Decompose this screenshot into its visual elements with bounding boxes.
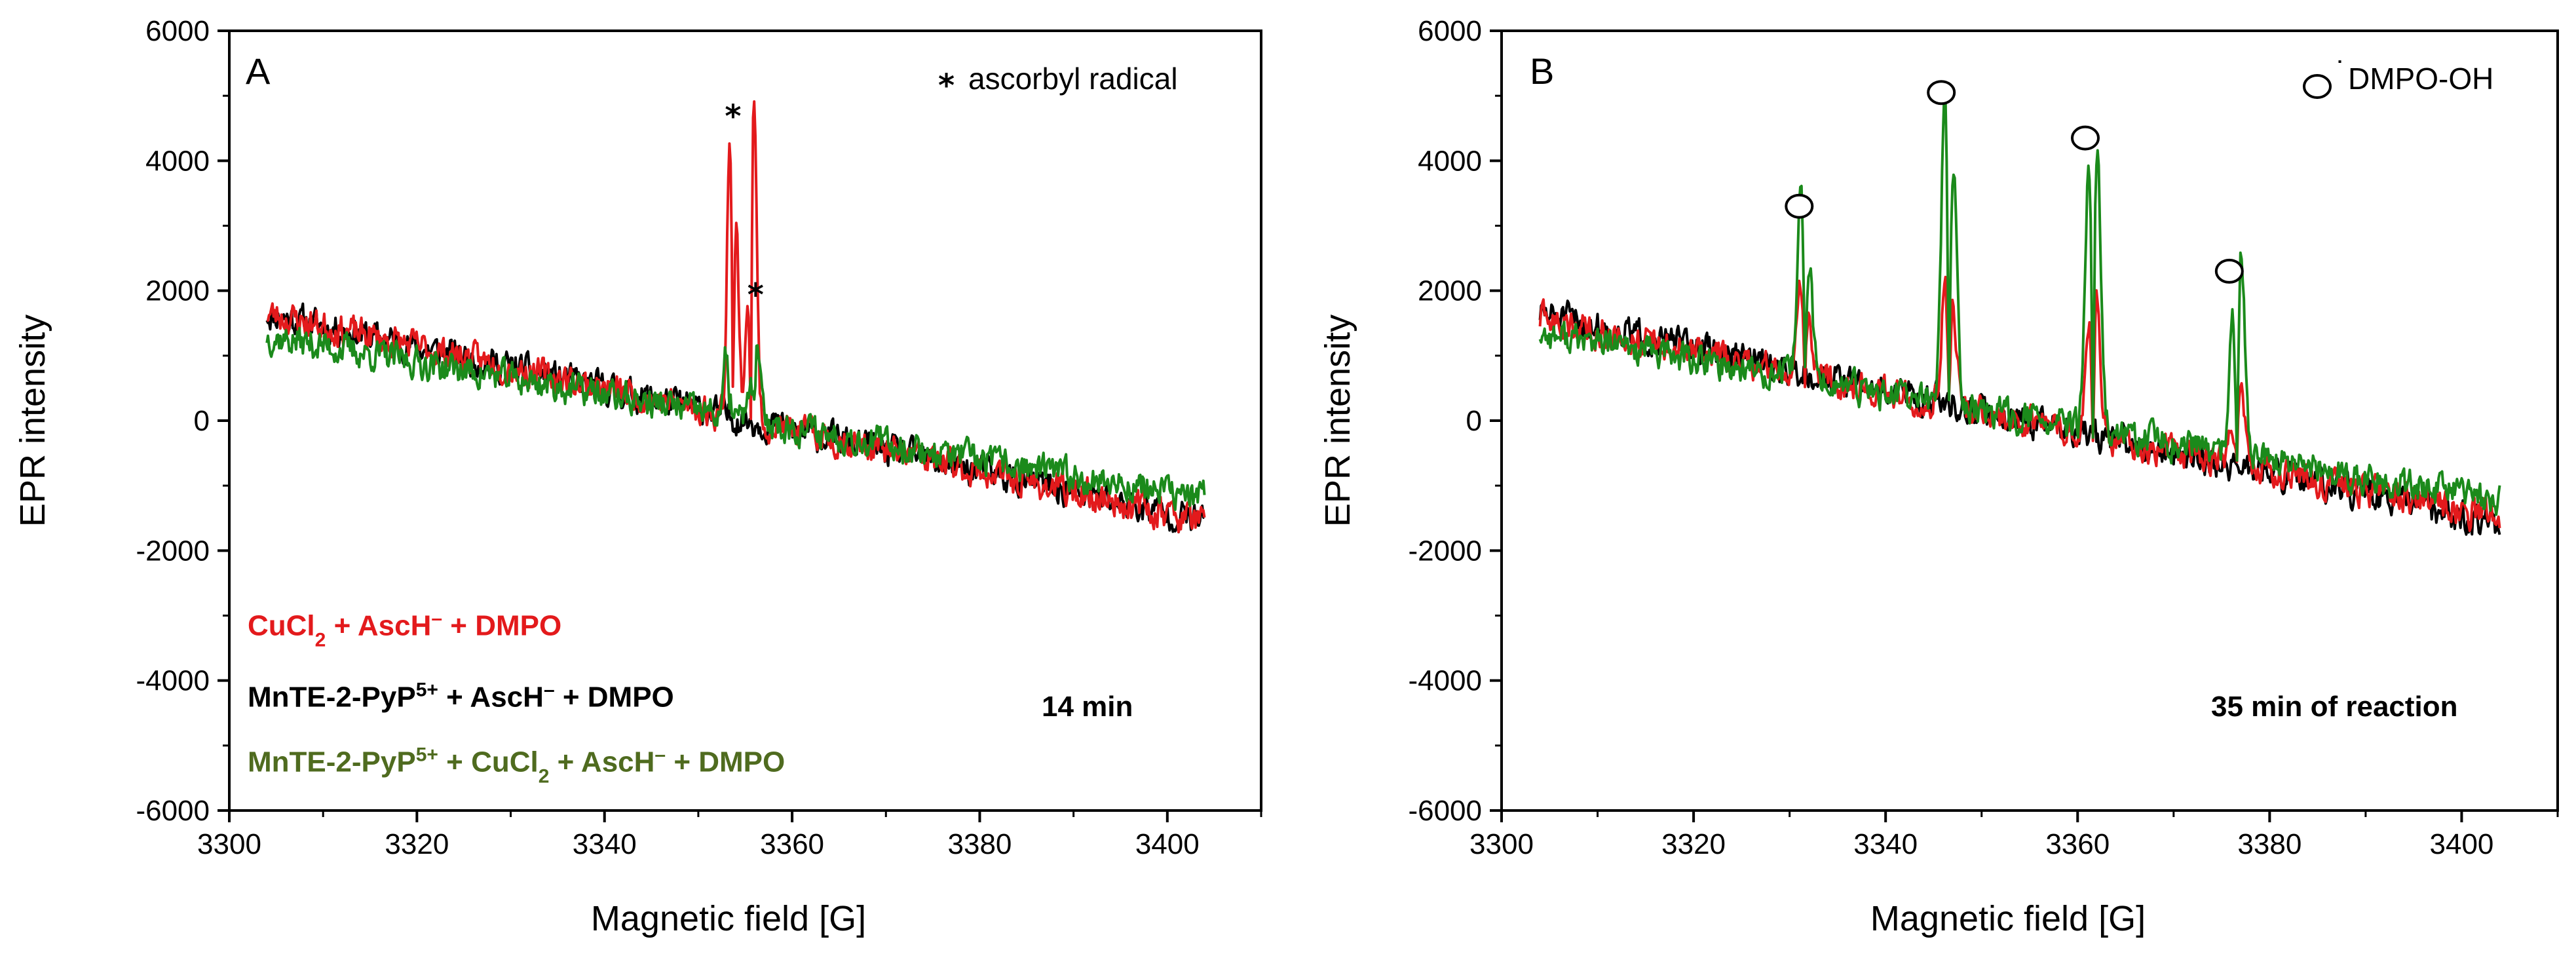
y-tick-label: 6000 [145, 15, 210, 47]
panel-b-x-axis-label: Magnetic field [G] [1870, 899, 2146, 938]
series-line [1538, 299, 2501, 536]
series-line [267, 100, 1206, 533]
series-label-part: + DMPO [555, 681, 674, 713]
x-tick-label: 3320 [1661, 828, 1726, 860]
series-label-part: + AscH [326, 609, 431, 641]
x-tick-label: 3340 [1853, 828, 1918, 860]
panel-a-y-ticks: -6000 -4000 -2000 0 2000 4000 6000 [136, 15, 229, 827]
x-tick-label: 3360 [2045, 828, 2110, 860]
ascorbyl-star-marker: * [748, 277, 764, 314]
series-label-part: – [654, 744, 666, 765]
x-tick-label: 3380 [2237, 828, 2301, 860]
x-tick-label: 3380 [948, 828, 1012, 860]
x-tick-label: 3400 [2430, 828, 2494, 860]
series-label-part: MnTE-2-PyP [248, 681, 416, 713]
panel-b-legend: ˙ DMPO-OH [2303, 55, 2493, 99]
legend-circle-icon [2303, 74, 2332, 99]
series-label-part: 2 [539, 765, 550, 787]
series-label: MnTE-2-PyP5+ + AscH– + DMPO [248, 679, 674, 714]
legend-label: ascorbyl radical [968, 62, 1178, 96]
y-tick-label: 4000 [1418, 145, 1482, 177]
y-tick-label: 0 [194, 405, 210, 437]
y-tick-label: 6000 [1418, 15, 1482, 47]
series-label-part: MnTE-2-PyP [248, 746, 416, 778]
x-tick-label: 3320 [385, 828, 449, 860]
ascorbyl-star-marker: * [725, 98, 741, 135]
legend-star-icon: * [938, 67, 955, 104]
panel-a-time-label: 14 min [1042, 691, 1133, 723]
y-tick-label: -6000 [1408, 795, 1482, 827]
panel-b-plot-area [1538, 87, 2501, 536]
panel-a: 3300 3320 3340 3360 3380 3400 -6000 -4000 -2000… [13, 15, 1262, 938]
series-line [265, 302, 1205, 534]
x-tick-label: 3300 [1469, 828, 1534, 860]
panel-a-y-axis-label: EPR intensity [13, 315, 52, 527]
panel-a-legend: * ascorbyl radical [938, 62, 1178, 104]
series-label-part: 2 [315, 629, 326, 651]
x-tick-label: 3300 [197, 828, 261, 860]
y-tick-label: -4000 [1408, 665, 1482, 697]
series-label: CuCl2 + AscH– + DMPO [248, 607, 561, 651]
panel-b-y-axis-label: EPR intensity [1318, 315, 1357, 527]
panel-a-x-ticks: 3300 3320 3340 3360 3380 3400 [197, 811, 1262, 860]
panel-b-letter: B [1530, 50, 1554, 92]
y-tick-label: -2000 [136, 535, 210, 567]
series-label-part: – [544, 679, 555, 700]
series-label-part: + AscH [438, 681, 544, 713]
y-tick-label: 2000 [145, 275, 210, 307]
series-label: MnTE-2-PyP5+ + CuCl2 + AscH– + DMPO [248, 744, 785, 787]
panel-b-time-label: 35 min of reaction [2211, 691, 2458, 723]
series-label-part: 5+ [416, 679, 438, 700]
panel-a-letter: A [246, 50, 271, 92]
series-line [1538, 275, 2501, 532]
panel-a-plot-area [265, 100, 1206, 534]
panel-b-x-ticks: 3300 3320 3340 3360 3380 3400 [1469, 811, 2559, 860]
panel-a-x-axis-label: Magnetic field [G] [591, 899, 866, 938]
y-tick-label: -2000 [1408, 535, 1482, 567]
dmpo-oh-circle-marker [1785, 193, 1814, 219]
x-tick-label: 3360 [760, 828, 824, 860]
y-tick-label: 0 [1466, 405, 1482, 437]
series-label-part: + DMPO [442, 609, 561, 641]
series-label-part: 5+ [416, 744, 438, 765]
panel-a-peak-markers: ** [725, 98, 763, 314]
x-tick-label: 3400 [1135, 828, 1200, 860]
series-label-part: + CuCl [438, 746, 539, 778]
y-tick-label: 2000 [1418, 275, 1482, 307]
series-label-part: + DMPO [666, 746, 785, 778]
legend-radical-dot: ˙ [2336, 55, 2346, 89]
series-line [265, 326, 1206, 511]
panel-b-y-ticks: -6000 -4000 -2000 0 2000 4000 6000 [1408, 15, 1502, 827]
y-tick-label: -4000 [136, 665, 210, 697]
dmpo-oh-circle-marker [1927, 80, 1956, 105]
series-label-part: – [431, 607, 442, 629]
legend-label: DMPO-OH [2348, 62, 2493, 96]
dmpo-oh-circle-marker [2214, 258, 2244, 284]
panel-b: 3300 3320 3340 3360 3380 3400 -6000 -4000 -2000… [1318, 15, 2559, 938]
y-tick-label: -6000 [136, 795, 210, 827]
y-tick-label: 4000 [145, 145, 210, 177]
panel-b-peak-markers [1785, 80, 2244, 284]
series-line [1538, 87, 2501, 516]
x-tick-label: 3340 [573, 828, 637, 860]
dmpo-oh-circle-marker [2070, 125, 2100, 151]
series-label-part: CuCl [248, 609, 315, 641]
series-label-part: + AscH [549, 746, 654, 778]
